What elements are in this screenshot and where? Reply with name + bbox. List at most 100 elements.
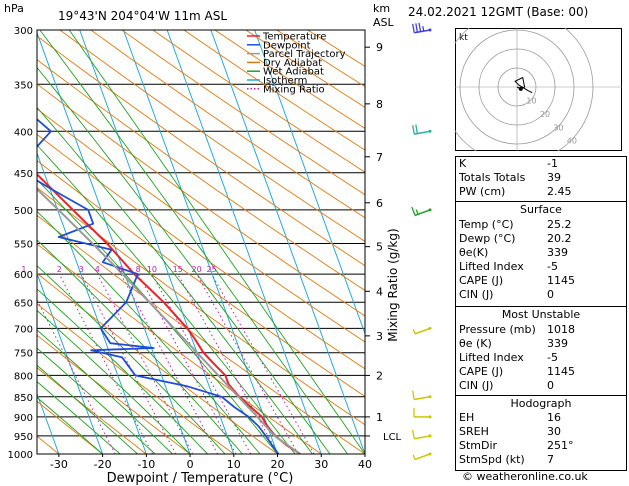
mixing-ratio-label: 25 [206, 265, 216, 274]
dry-adiabat [37, 133, 365, 370]
wind-barb-flag [415, 23, 419, 33]
credit-text: © weatheronline.co.uk [462, 470, 588, 483]
dry-adiabat [37, 59, 365, 291]
pressure-tick-label: 850 [14, 393, 33, 404]
surface-row: θe(K) 339 [459, 246, 568, 259]
hodograph-params-title: Hodograph [510, 397, 572, 410]
wind-barb-base [428, 452, 432, 456]
axes: 1 2 3 4 6 8 10 15 20 2530035040045050055060065070… [8, 26, 402, 471]
isotherm [166, 30, 322, 454]
wet-adiabat [68, 30, 365, 454]
km-tick-label: 9 [376, 41, 383, 54]
mixing-ratio-line [211, 273, 315, 454]
mixing-ratio-line [196, 273, 299, 454]
wind-barb [412, 326, 432, 335]
km-tick-label: 4 [376, 285, 383, 298]
wet-adiabat [39, 30, 348, 454]
wet-adiabat [37, 179, 278, 454]
mixing-ratio-label: 6 [118, 265, 123, 274]
pressure-tick-label: 650 [14, 298, 33, 309]
surface-row: Temp (°C) 25.2 [459, 218, 572, 231]
mixing-ratio-label: 8 [136, 265, 141, 274]
dry-adiabat [37, 35, 365, 267]
wind-barb-flag [412, 328, 416, 335]
wind-barb-flag [412, 429, 415, 439]
km-tick-label: 7 [376, 151, 383, 164]
km-tick-label: 3 [376, 330, 383, 343]
pressure-tick-label: 450 [14, 169, 33, 180]
legend-label: Parcel Trajectory [263, 49, 346, 60]
wet-adiabat [37, 66, 331, 454]
most-unstable-table: Most Unstable Pressure (mb) 1018 θe (K) 33… [455, 306, 627, 396]
index-row-totals: Totals Totals 39 [459, 171, 561, 184]
wind-barb-flag [415, 124, 419, 134]
km-tick-label: 8 [376, 98, 383, 111]
wind-barb [412, 124, 432, 135]
surface-row: CIN (J) 0 [459, 288, 554, 301]
x-tick-label: -30 [50, 458, 68, 471]
dry-adiabat [183, 30, 365, 151]
surface-table: Surface Temp (°C) 25.2 Dewp (°C) 20.2 θe(K… [455, 201, 627, 307]
km-unit: km [373, 2, 390, 15]
x-tick-label: 40 [358, 458, 372, 471]
wind-barb-staff [414, 396, 431, 401]
wind-barb-base [428, 415, 432, 419]
most-unstable-row: θe (K) 339 [459, 337, 568, 350]
x-tick-label: -10 [137, 458, 155, 471]
isotherm [37, 151, 147, 454]
pressure-tick-label: 600 [14, 270, 33, 281]
location-title: 19°43'N 204°04'W 11m ASL [58, 9, 227, 23]
wind-barb [412, 429, 432, 440]
x-tick-label: 30 [314, 458, 328, 471]
dry-adiabat [152, 30, 365, 173]
dry-adiabat [90, 30, 365, 219]
wind-barb [412, 390, 432, 401]
wind-barbs [411, 22, 432, 461]
background-lines [37, 30, 365, 454]
wet-adiabat [37, 288, 208, 454]
pressure-tick-label: 500 [14, 206, 33, 217]
surface-row: CAPE (J) 1145 [459, 274, 575, 287]
surface-row: Dewp (°C) 20.2 [459, 232, 572, 245]
hodograph-param-row: StmDir 251° [459, 439, 574, 452]
legend-label: Temperature [262, 32, 326, 43]
temperature-line [37, 172, 301, 454]
wind-barb-flag [412, 23, 415, 33]
km-tick-label: 2 [376, 369, 383, 382]
wind-barb-base [428, 434, 432, 438]
mixing-ratio-label: 15 [173, 265, 183, 274]
wet-adiabat [37, 265, 226, 454]
isotherm [79, 30, 235, 454]
dewpoint-line [37, 118, 280, 454]
index-row-k: K -1 [459, 157, 558, 170]
storm-motion-marker [518, 86, 523, 91]
wind-barb-flag [418, 22, 422, 32]
pressure-tick-label: 700 [14, 324, 33, 335]
legend-label: Dry Adiabat [263, 58, 322, 69]
dry-adiabat [37, 214, 365, 454]
wind-barb [411, 206, 432, 217]
legend-label: Dewpoint [263, 40, 311, 51]
pressure-tick-label: 800 [14, 371, 33, 382]
asl-unit: ASL [373, 16, 395, 29]
legend-label: Mixing Ratio [263, 84, 325, 95]
most-unstable-row: CIN (J) 0 [459, 379, 554, 392]
data-lines [37, 118, 301, 454]
hodograph-param-row: EH 16 [459, 411, 561, 424]
hodograph-unit: kt [459, 33, 468, 43]
wind-barb [412, 452, 432, 461]
pressure-tick-label: 550 [14, 239, 33, 250]
wind-barb-flag [412, 390, 415, 400]
dry-adiabat [37, 108, 365, 343]
pressure-tick-label: 900 [14, 413, 33, 424]
isotherm [37, 31, 191, 454]
x-tick-label: 10 [227, 458, 241, 471]
mixing-ratio-line [177, 273, 279, 454]
wet-adiabat [37, 381, 121, 454]
wet-adiabat [37, 239, 243, 454]
isotherm [254, 30, 365, 336]
legend-label: Wet Adiabat [263, 67, 324, 78]
most-unstable-row: Lifted Index -5 [459, 351, 558, 364]
